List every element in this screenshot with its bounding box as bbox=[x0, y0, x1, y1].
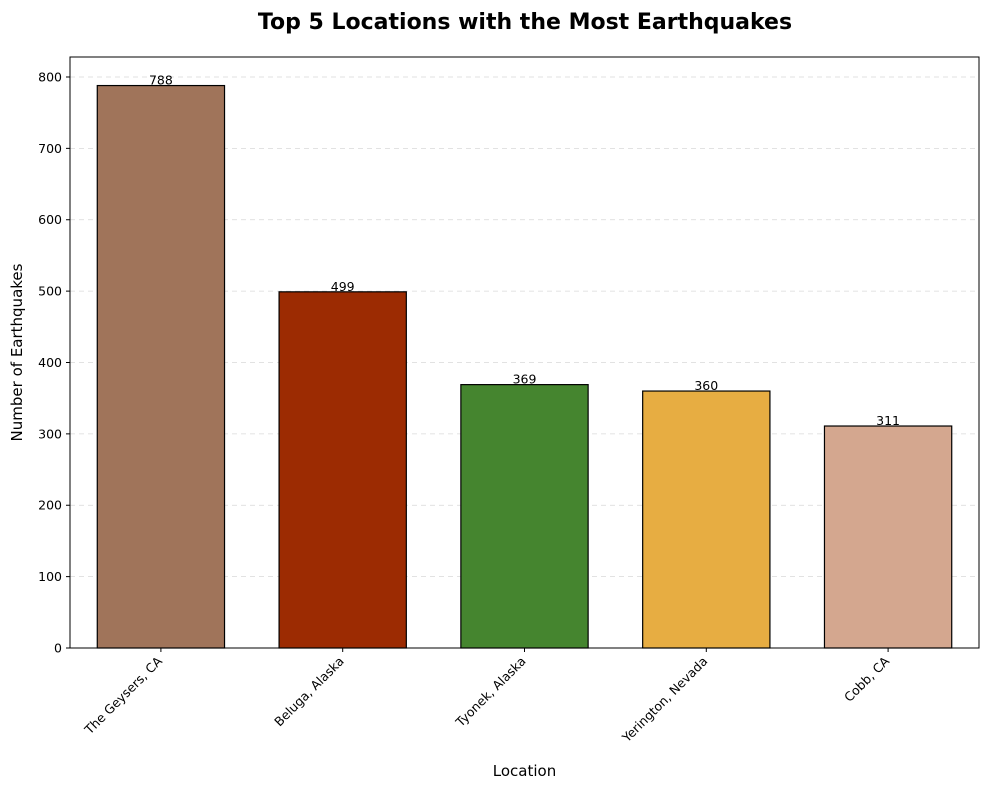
y-tick-label-3: 300 bbox=[38, 426, 62, 441]
bar-4 bbox=[823, 425, 953, 649]
data-label-4: 311 bbox=[876, 413, 900, 428]
bar-2 bbox=[460, 384, 589, 649]
bars bbox=[96, 84, 953, 649]
y-tick-label-8: 800 bbox=[38, 69, 62, 84]
y-tick-label-2: 200 bbox=[38, 498, 62, 513]
data-labels: 788 499 369 360 311 bbox=[149, 73, 900, 428]
y-tick-label-4: 400 bbox=[38, 355, 62, 370]
y-tick-label-6: 600 bbox=[38, 212, 62, 227]
y-tick-label-7: 700 bbox=[38, 141, 62, 156]
data-label-2: 369 bbox=[513, 372, 537, 387]
x-axis: The Geysers, CA Beluga, Alaska Tyonek, Ala… bbox=[81, 648, 893, 746]
x-axis-label: Location bbox=[493, 762, 556, 780]
x-tick-label-1: Beluga, Alaska bbox=[271, 654, 347, 730]
data-label-3: 360 bbox=[694, 378, 718, 393]
bar-3 bbox=[642, 390, 771, 649]
x-tick-label-2: Tyonek, Alaska bbox=[452, 654, 529, 731]
x-tick-label-4: Cobb, CA bbox=[841, 653, 893, 705]
data-label-0: 788 bbox=[149, 73, 173, 88]
x-tick-label-0: The Geysers, CA bbox=[81, 653, 166, 738]
y-axis-label: Number of Earthquakes bbox=[8, 263, 26, 441]
y-axis: 0 100 200 300 400 500 600 700 800 bbox=[38, 69, 70, 656]
data-label-1: 499 bbox=[331, 279, 355, 294]
bar-1 bbox=[278, 291, 407, 649]
chart-title: Top 5 Locations with the Most Earthquake… bbox=[258, 10, 792, 35]
y-tick-label-5: 500 bbox=[38, 284, 62, 299]
bar-0 bbox=[96, 84, 226, 649]
x-tick-label-3: Yerington, Nevada bbox=[618, 654, 710, 746]
y-tick-label-0: 0 bbox=[54, 641, 62, 656]
y-tick-label-1: 100 bbox=[38, 569, 62, 584]
